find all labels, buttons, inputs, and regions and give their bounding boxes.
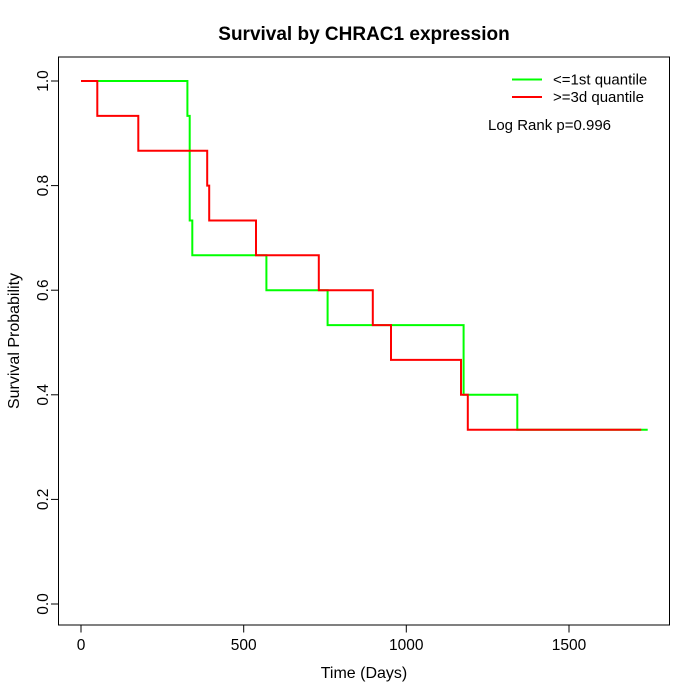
survival-curve-low-expression (81, 80, 648, 431)
y-axis: 0.0 0.2 0.4 0.6 0.8 1.0 Survival Probabi… (6, 70, 59, 615)
x-tick-label: 0 (77, 637, 86, 654)
plot-frame (58, 56, 670, 626)
y-tick-label: 0.0 (35, 593, 52, 615)
x-axis: 0 500 1000 1500 Time (Days) (77, 625, 587, 682)
y-tick-label: 0.8 (35, 175, 52, 197)
survival-curve-high-expression (81, 80, 642, 431)
legend-label-high-expression: >=3d quantile (553, 89, 644, 106)
log-rank-annotation: Log Rank p=0.996 (488, 117, 611, 134)
x-tick-label: 1000 (389, 637, 424, 654)
y-tick-label: 1.0 (35, 70, 52, 92)
y-tick-label: 0.6 (35, 279, 52, 301)
chart-title: Survival by CHRAC1 expression (218, 24, 509, 45)
y-tick-label: 0.4 (35, 384, 52, 406)
x-tick-label: 500 (231, 637, 257, 654)
y-axis-title: Survival Probability (6, 273, 23, 409)
y-tick-label: 0.2 (35, 489, 52, 511)
legend: <=1st quantile >=3d quantile Log Rank p=… (488, 72, 647, 135)
x-axis-title: Time (Days) (321, 665, 408, 682)
legend-label-low-expression: <=1st quantile (553, 72, 647, 89)
survival-curves (81, 80, 648, 431)
x-tick-label: 1500 (552, 637, 587, 654)
